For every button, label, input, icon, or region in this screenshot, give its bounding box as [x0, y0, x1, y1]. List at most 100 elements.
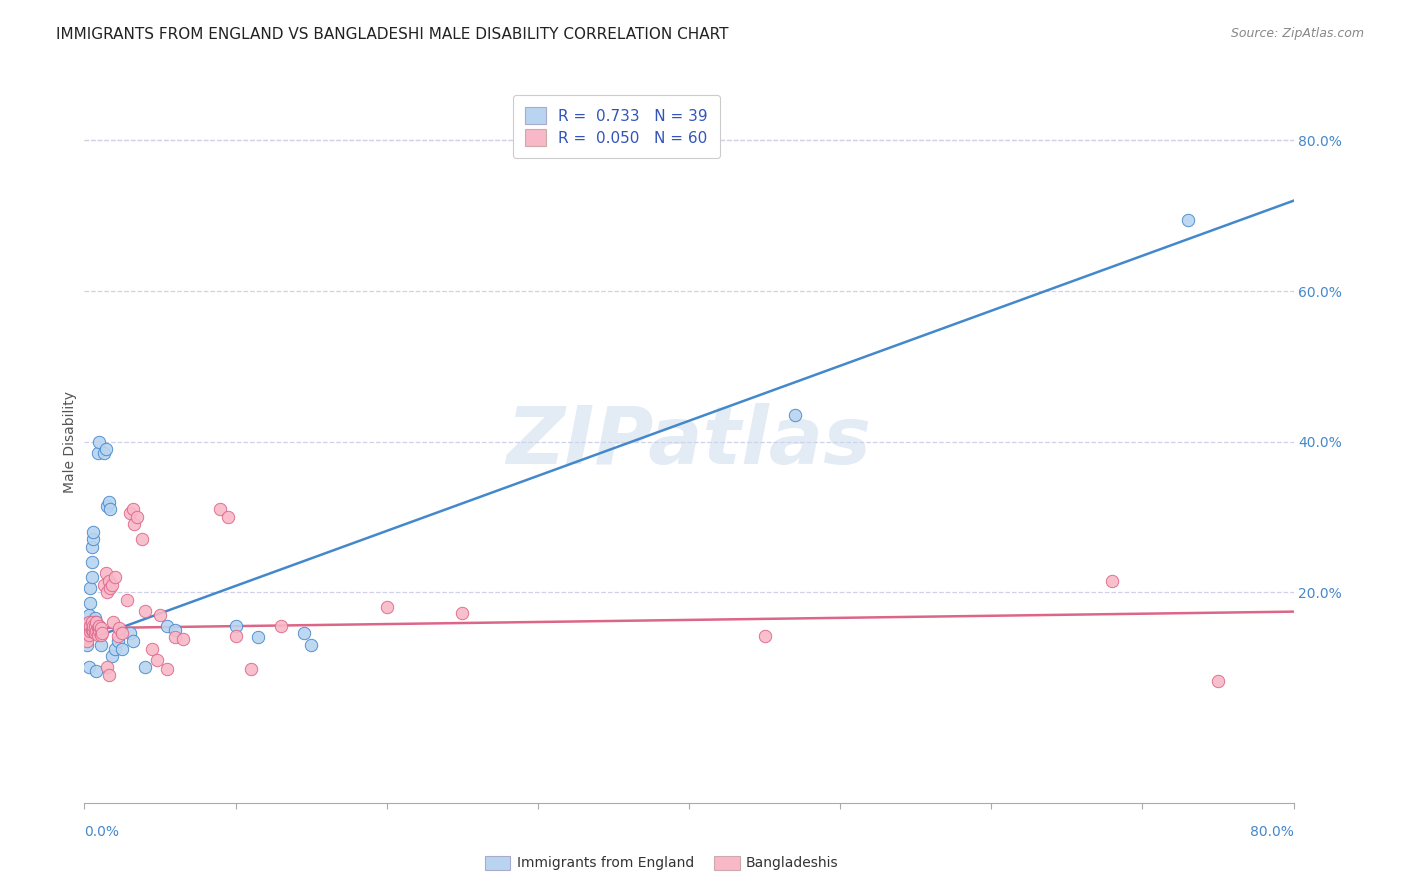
Point	[127, 509, 149, 524]
Point	[104, 641, 127, 656]
Point	[131, 533, 153, 547]
Point	[1177, 212, 1199, 227]
Point	[121, 634, 143, 648]
Point	[115, 592, 138, 607]
Point	[107, 629, 129, 643]
Point	[108, 621, 131, 635]
Point	[77, 660, 100, 674]
Point	[80, 570, 103, 584]
Point	[97, 494, 120, 508]
Point	[156, 662, 179, 676]
Text: ZIPatlas: ZIPatlas	[506, 402, 872, 481]
Point	[96, 585, 118, 599]
Point	[98, 502, 121, 516]
Point	[89, 434, 111, 449]
Point	[82, 524, 104, 539]
Point	[141, 641, 163, 656]
Point	[82, 624, 104, 639]
Point	[84, 611, 107, 625]
Point	[90, 638, 112, 652]
Point	[375, 600, 398, 615]
Point	[86, 664, 108, 678]
Point	[292, 626, 315, 640]
Point	[96, 660, 118, 674]
Point	[86, 624, 108, 639]
Point	[75, 630, 97, 644]
Point	[94, 566, 117, 581]
Point	[93, 446, 115, 460]
Point	[84, 619, 107, 633]
Point	[111, 641, 134, 656]
Point	[79, 624, 101, 639]
Point	[134, 604, 156, 618]
Point	[94, 442, 117, 456]
Point	[247, 630, 270, 644]
Point	[77, 619, 100, 633]
Point	[75, 623, 97, 637]
Point	[118, 626, 141, 640]
Point	[172, 632, 194, 646]
Point	[91, 626, 114, 640]
Text: 80.0%: 80.0%	[1250, 825, 1294, 839]
Point	[122, 517, 145, 532]
Point	[77, 615, 100, 630]
Text: 0.0%: 0.0%	[84, 825, 120, 839]
Point	[165, 630, 187, 644]
Point	[97, 668, 120, 682]
Point	[93, 577, 115, 591]
Point	[79, 596, 101, 610]
Point	[299, 638, 322, 652]
Point	[270, 619, 292, 633]
Point	[149, 607, 172, 622]
Point	[451, 606, 474, 620]
Text: Immigrants from England: Immigrants from England	[517, 856, 695, 871]
Point	[217, 509, 239, 524]
Y-axis label: Male Disability: Male Disability	[63, 391, 77, 492]
Point	[77, 628, 100, 642]
Point	[225, 619, 247, 633]
Point	[101, 615, 124, 630]
Point	[80, 540, 103, 554]
Text: Source: ZipAtlas.com: Source: ZipAtlas.com	[1230, 27, 1364, 40]
Point	[89, 619, 111, 633]
Point	[100, 577, 122, 591]
Point	[225, 629, 247, 643]
Point	[1101, 574, 1123, 588]
Point	[90, 621, 112, 635]
Point	[80, 623, 103, 637]
Point	[1206, 673, 1229, 688]
Point	[76, 624, 98, 639]
Point	[96, 499, 118, 513]
Point	[90, 628, 112, 642]
Text: Bangladeshis: Bangladeshis	[745, 856, 838, 871]
Point	[134, 660, 156, 674]
Point	[82, 619, 104, 633]
Point	[82, 533, 104, 547]
Point	[76, 634, 98, 648]
Point	[89, 624, 111, 639]
Point	[79, 582, 101, 596]
Point	[104, 570, 127, 584]
Point	[97, 574, 120, 588]
Point	[111, 626, 134, 640]
Point	[118, 506, 141, 520]
Point	[84, 619, 107, 633]
Point	[77, 607, 100, 622]
Point	[98, 582, 121, 596]
Point	[89, 619, 111, 633]
Point	[76, 638, 98, 652]
Point	[754, 629, 776, 643]
Point	[121, 502, 143, 516]
Point	[100, 648, 122, 663]
Point	[80, 615, 103, 630]
Point	[80, 555, 103, 569]
Text: IMMIGRANTS FROM ENGLAND VS BANGLADESHI MALE DISABILITY CORRELATION CHART: IMMIGRANTS FROM ENGLAND VS BANGLADESHI M…	[56, 27, 728, 42]
Point	[209, 502, 232, 516]
Point	[87, 628, 110, 642]
Point	[75, 626, 97, 640]
Point	[86, 615, 108, 630]
Legend: R =  0.733   N = 39, R =  0.050   N = 60: R = 0.733 N = 39, R = 0.050 N = 60	[513, 95, 720, 158]
Point	[146, 653, 169, 667]
Point	[239, 662, 262, 676]
Point	[79, 619, 101, 633]
